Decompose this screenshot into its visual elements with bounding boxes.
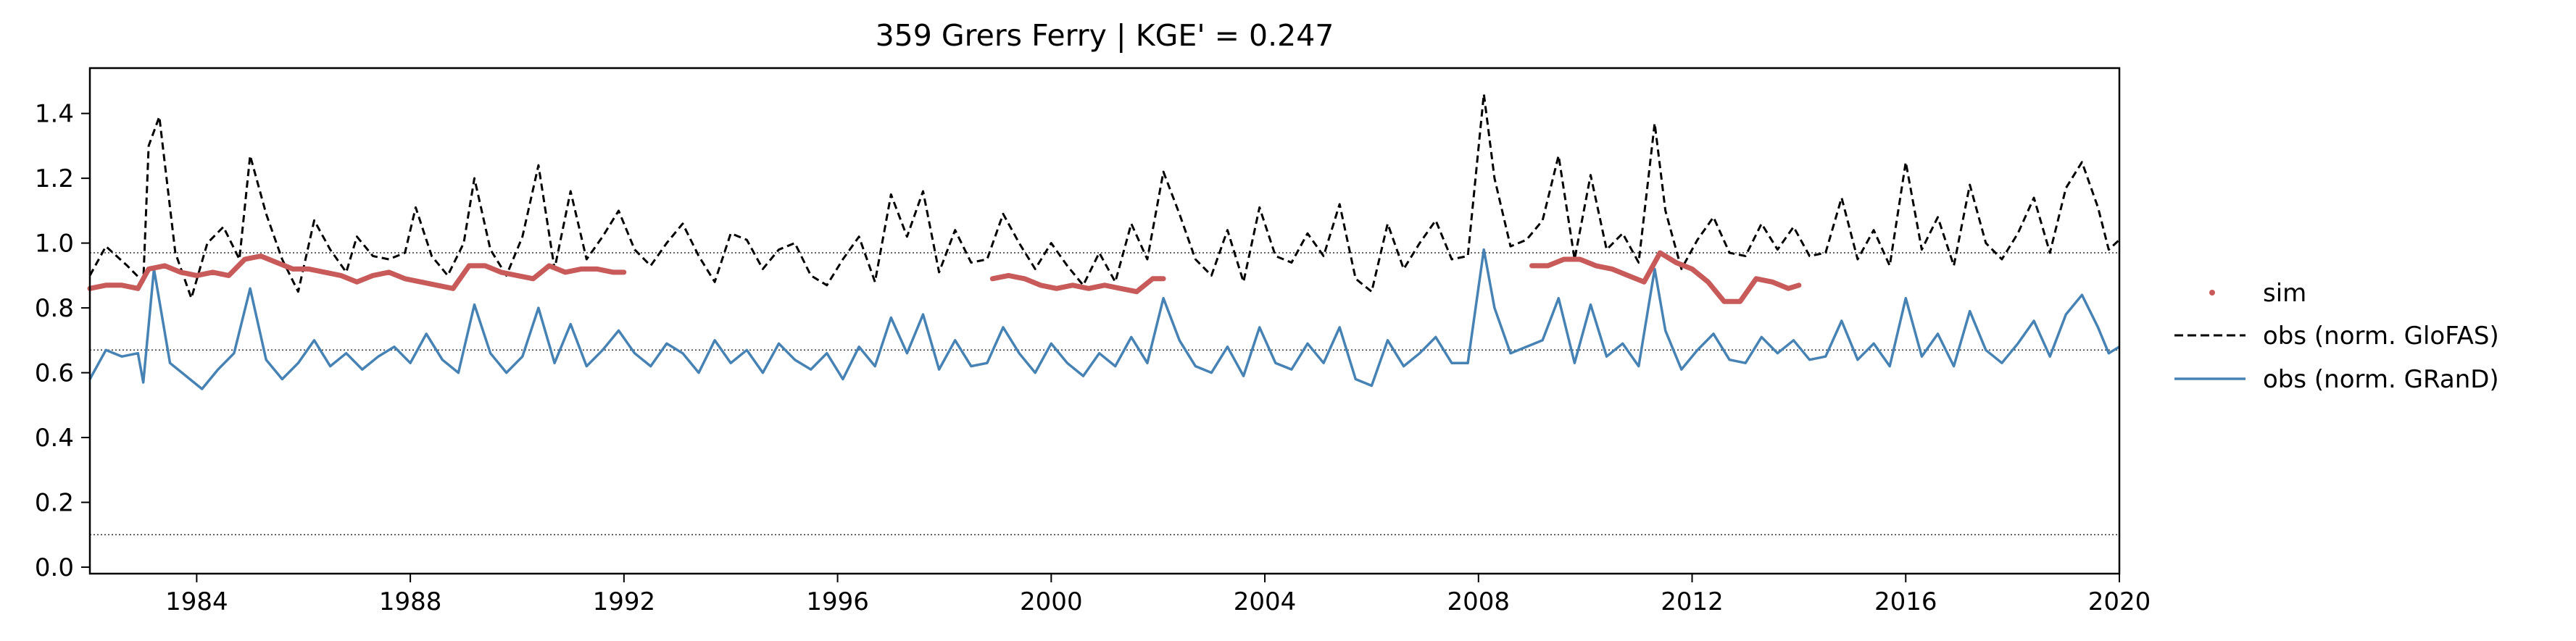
series-sim-segment-2 xyxy=(1529,250,1802,304)
x-axis: 1984 1988 1992 1996 2000 2004 2008 2012 2016 2020 xyxy=(165,574,2151,616)
x-tick-label-1992: 1992 xyxy=(593,587,656,616)
y-tick-label-5: 1.0 xyxy=(35,230,74,259)
y-tick-label-0: 0.0 xyxy=(35,553,74,582)
series-glofas-line xyxy=(88,93,2121,300)
series-grand-line xyxy=(88,248,2120,390)
x-tick-label-2004: 2004 xyxy=(1234,587,1297,616)
x-tick-label-1996: 1996 xyxy=(806,587,869,616)
x-tick-label-2020: 2020 xyxy=(2088,587,2151,616)
legend-marker-sim xyxy=(2209,290,2215,296)
series-sim-segment-1 xyxy=(989,272,1166,295)
x-tick-label-2016: 2016 xyxy=(1874,587,1937,616)
y-tick-label-2: 0.4 xyxy=(35,424,74,453)
y-tick-label-7: 1.4 xyxy=(35,100,74,129)
y-tick-label-3: 0.6 xyxy=(35,359,74,388)
y-tick-label-4: 0.8 xyxy=(35,294,74,323)
series-layer xyxy=(87,93,2121,390)
legend: sim obs (norm. GloFAS) obs (norm. GRanD) xyxy=(2174,279,2499,394)
x-tick-label-2012: 2012 xyxy=(1661,587,1724,616)
x-tick-label-2000: 2000 xyxy=(1020,587,1083,616)
x-tick-label-1988: 1988 xyxy=(379,587,442,616)
legend-label-glofas: obs (norm. GloFAS) xyxy=(2263,322,2499,351)
reference-lines xyxy=(90,252,2119,536)
y-axis: 0.0 0.2 0.4 0.6 0.8 1.0 1.2 1.4 xyxy=(35,100,90,582)
x-tick-label-2008: 2008 xyxy=(1447,587,1511,616)
y-tick-label-6: 1.2 xyxy=(35,164,74,193)
legend-label-grand: obs (norm. GRanD) xyxy=(2263,365,2499,394)
plot-area xyxy=(88,67,2121,575)
chart-title: 359 Grers Ferry | KGE' = 0.247 xyxy=(876,18,1334,53)
series-sim-segment-0 xyxy=(87,254,627,291)
y-tick-label-1: 0.2 xyxy=(35,489,74,518)
x-tick-label-1984: 1984 xyxy=(165,587,228,616)
legend-label-sim: sim xyxy=(2263,279,2306,308)
